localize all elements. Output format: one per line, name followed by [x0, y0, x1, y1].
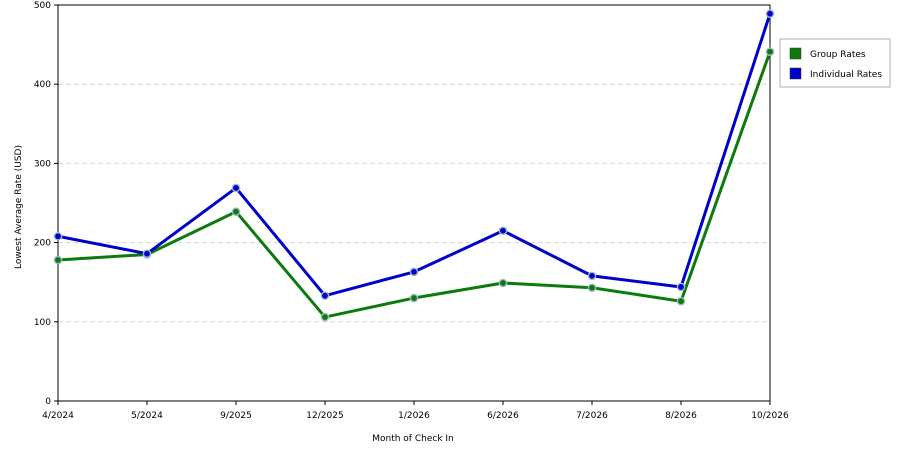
data-point: [231, 183, 241, 193]
y-axis-title: Lowest Average Rate (USD): [14, 145, 24, 269]
x-tick-label: 4/2024: [42, 411, 74, 421]
x-tick-label: 12/2025: [306, 411, 343, 421]
series-line: [57, 13, 772, 298]
y-tick-label: 200: [34, 239, 51, 249]
data-point: [409, 267, 419, 277]
x-tick-label: 10/2026: [751, 411, 789, 421]
x-axis-title: Month of Check In: [372, 434, 454, 444]
series-individual-rates: [53, 9, 775, 300]
legend-label: Group Rates: [810, 50, 866, 60]
series-line: [57, 51, 772, 319]
y-tick-label: 0: [45, 397, 51, 407]
x-tick-label: 9/2025: [220, 411, 252, 421]
x-tick-label: 6/2026: [487, 411, 519, 421]
data-point: [587, 271, 597, 281]
y-tick-label: 400: [34, 80, 51, 90]
data-point: [142, 249, 152, 258]
data-point: [498, 226, 508, 236]
data-point: [409, 293, 419, 303]
y-tick-label: 300: [34, 159, 51, 169]
data-point: [676, 282, 686, 292]
x-tick-label: 5/2024: [131, 411, 163, 421]
x-tick-label: 1/2026: [398, 411, 430, 421]
data-point: [231, 207, 241, 217]
data-point: [587, 283, 597, 293]
data-point: [53, 255, 63, 265]
data-point: [498, 278, 508, 288]
legend-swatch: [789, 67, 802, 80]
data-point: [765, 47, 775, 57]
x-tick-label: 7/2026: [576, 411, 608, 421]
data-point: [676, 296, 686, 306]
series-layer: [53, 9, 775, 322]
y-tick-label: 500: [34, 1, 51, 11]
series-group-rates: [53, 47, 775, 322]
data-point: [320, 312, 330, 322]
y-tick-label: 100: [34, 318, 51, 328]
plot-frame: [57, 4, 771, 402]
legend-swatch: [789, 47, 802, 60]
grid-lines: [58, 83, 770, 323]
x-tick-label: 8/2026: [665, 411, 697, 421]
axes: 0 100 200 300 400 500 4/2024 5/2024 9/2025 12/202…: [34, 1, 789, 421]
data-point: [53, 231, 63, 241]
data-point: [320, 291, 330, 300]
data-point: [765, 9, 775, 19]
legend-label: Individual Rates: [810, 70, 882, 80]
legend: Group Rates Individual Rates: [779, 38, 891, 88]
